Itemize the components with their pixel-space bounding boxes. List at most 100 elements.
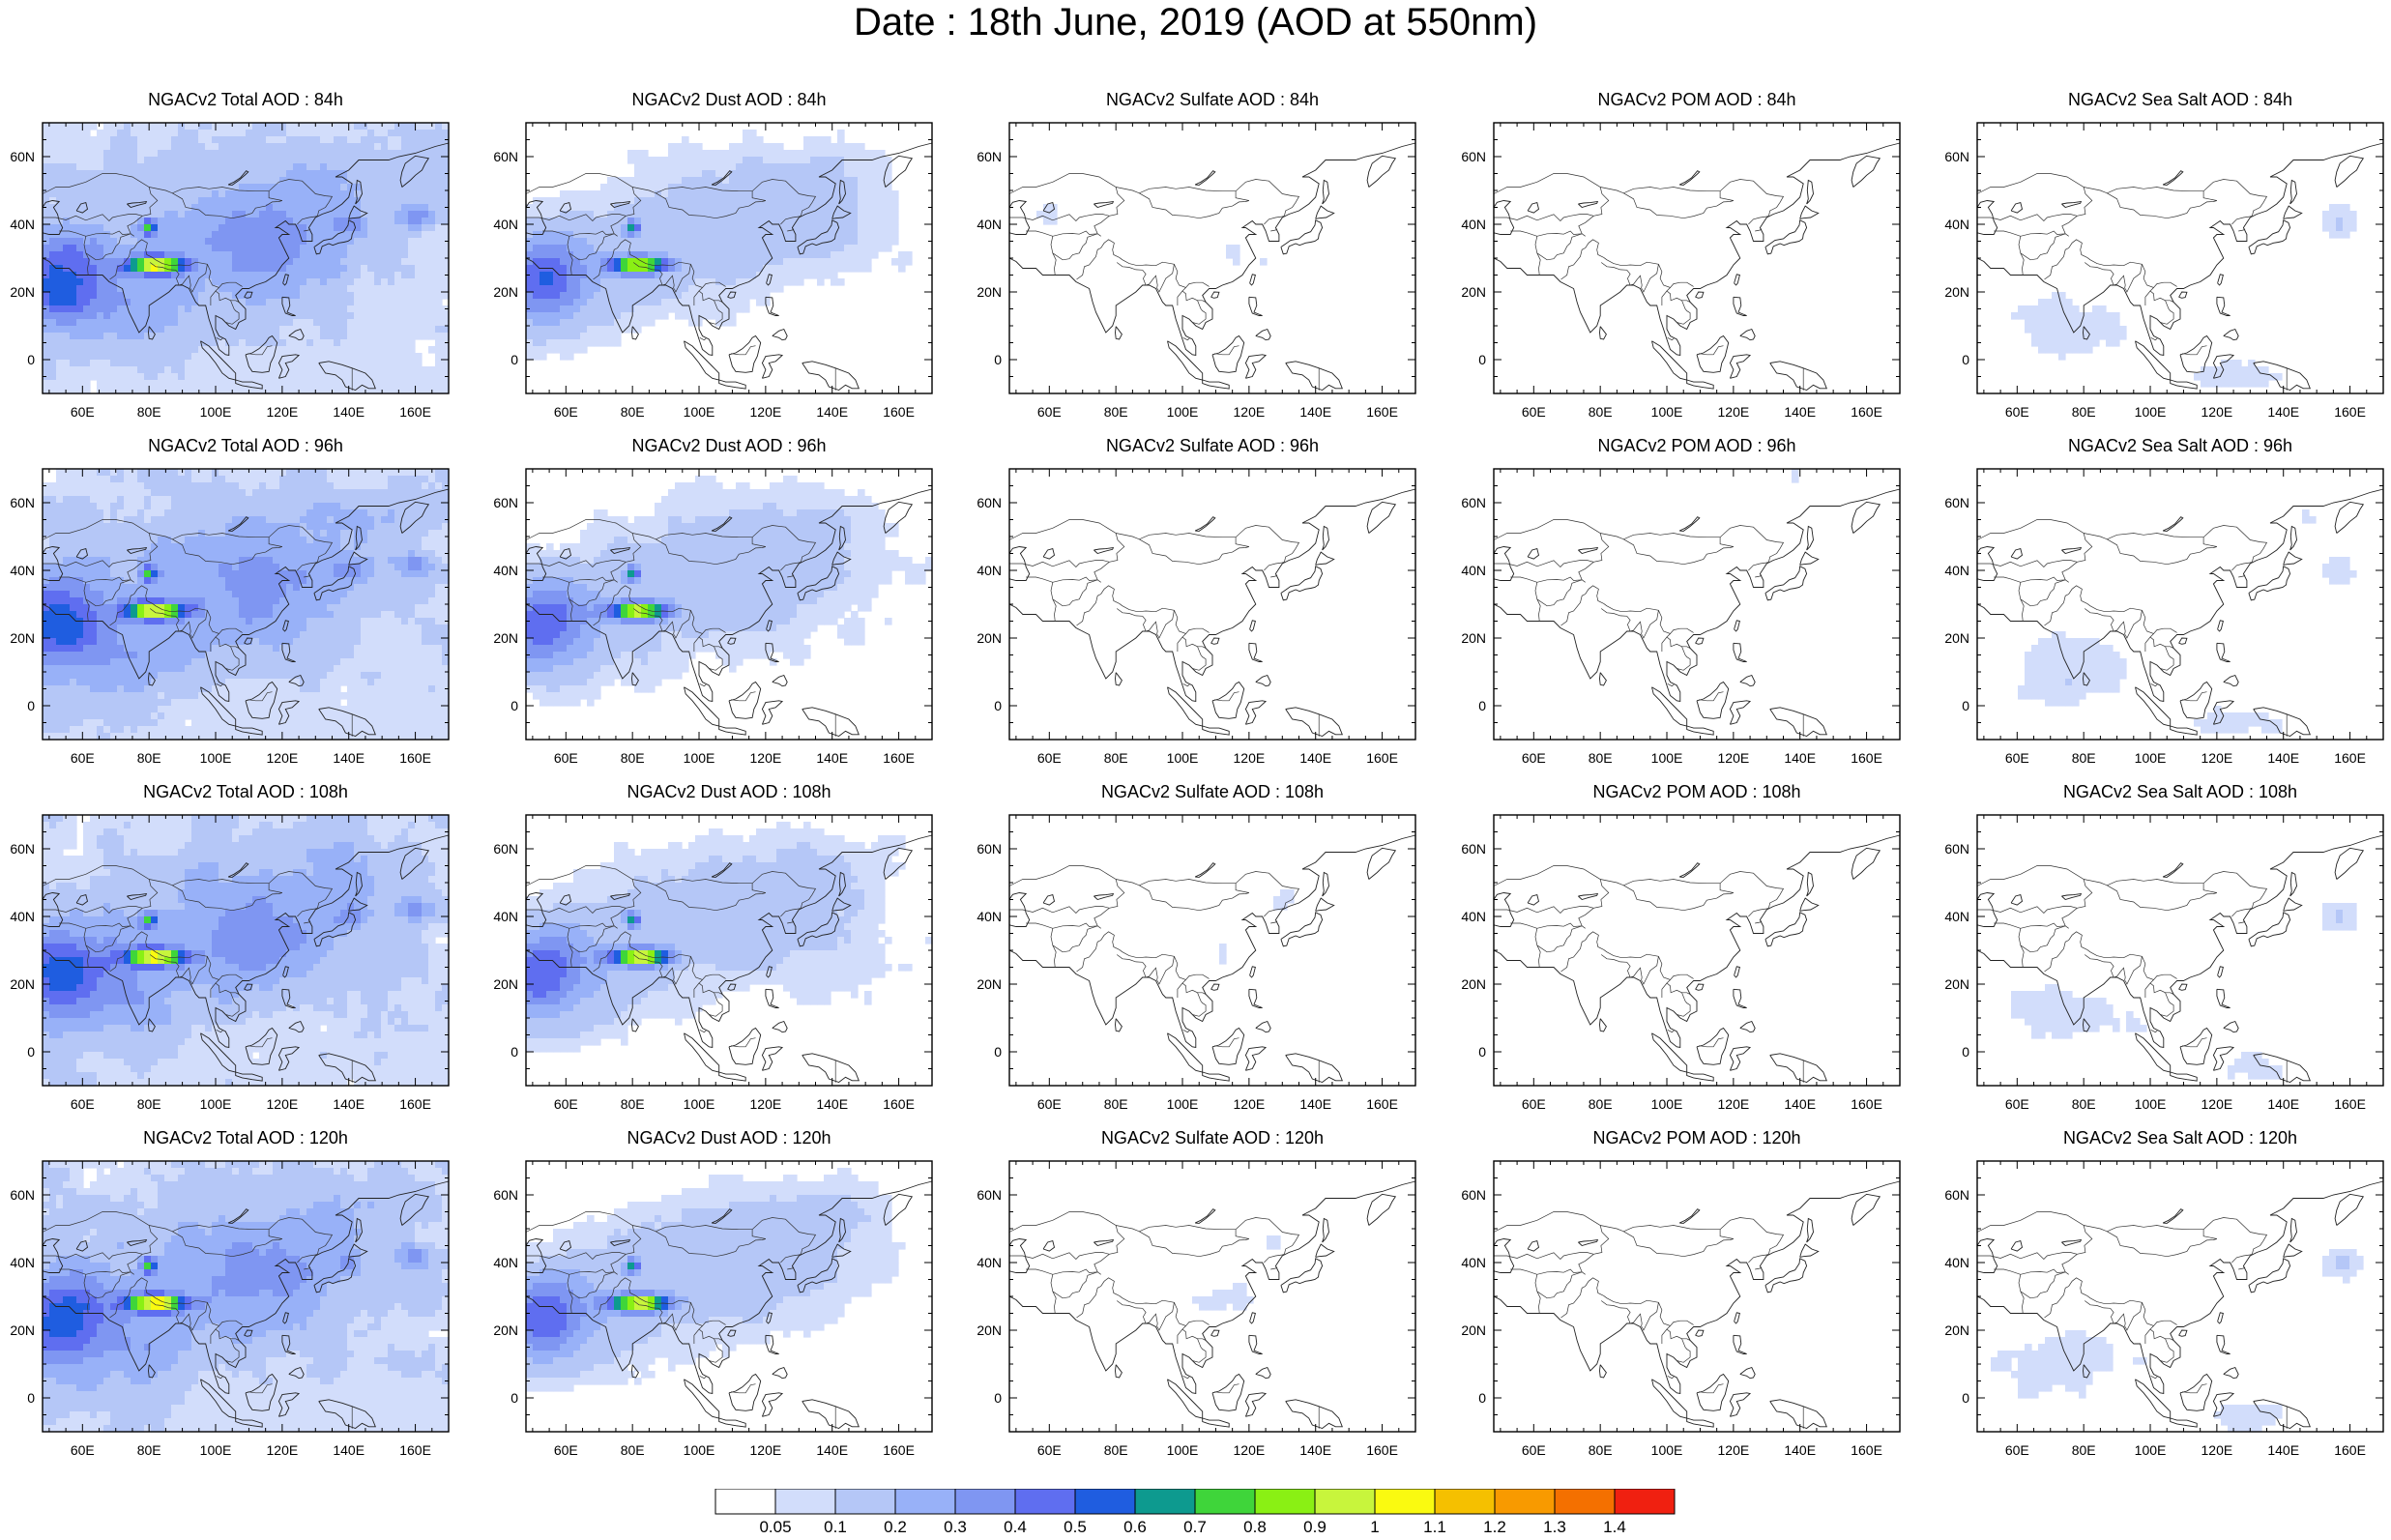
lon-tick-label: 120E [267,404,299,420]
lon-tick-label: 100E [2135,750,2167,766]
lon-tick-label: 80E [1589,1442,1613,1458]
panel-title-dust-120h: NGACv2 Dust AOD : 120h [516,1128,942,1148]
colorbar-swatch [1255,1489,1315,1514]
lon-tick-label: 100E [684,1442,715,1458]
lon-tick-label: 80E [137,404,161,420]
lat-tick-label: 60N [10,495,35,510]
colorbar-label: 0.8 [1243,1518,1267,1535]
lon-tick-label: 140E [1299,750,1331,766]
lat-tick-label: 0 [510,1044,518,1060]
lon-tick-label: 140E [1784,404,1816,420]
country-borders [1494,866,1803,1083]
lat-tick-label: 20N [977,976,1002,992]
country-borders [1009,866,1319,1083]
lon-tick-label: 60E [71,750,95,766]
lon-tick-label: 60E [1522,1442,1546,1458]
lat-tick-label: 20N [977,630,1002,646]
panel-title-seasalt-108h: NGACv2 Sea Salt AOD : 108h [1968,782,2391,801]
lat-tick-label: 60N [1944,495,1969,510]
lat-tick-label: 40N [977,217,1002,232]
lon-tick-label: 140E [2267,750,2299,766]
figure-title: Date : 18th June, 2019 (AOD at 550nm) [0,0,2391,58]
colorbar-label: 0.4 [1004,1518,1027,1535]
lon-tick-label: 80E [2072,404,2096,420]
lat-tick-label: 0 [510,352,518,367]
colorbar-label: 0.5 [1064,1518,1087,1535]
colorbar-label: 0.2 [884,1518,907,1535]
lat-tick-label: 60N [977,1187,1002,1203]
colorbar-label: 0.3 [944,1518,967,1535]
lat-tick-label: 0 [27,352,35,367]
aod-field [2011,204,2357,388]
lon-tick-label: 60E [2005,1096,2029,1112]
lon-tick-label: 140E [333,1442,364,1458]
lat-tick-label: 40N [1461,217,1486,232]
panel-title-total-120h: NGACv2 Total AOD : 120h [33,1128,458,1148]
coastline [1009,835,1415,1083]
lon-tick-label: 160E [2334,750,2366,766]
coastline [1494,143,1900,391]
lon-tick-label: 80E [1589,750,1613,766]
colorbar-label: 0.7 [1183,1518,1207,1535]
lat-tick-label: 0 [994,1044,1002,1060]
lat-tick-label: 40N [1944,217,1969,232]
lat-tick-label: 60N [977,841,1002,857]
lon-tick-label: 60E [554,1096,578,1112]
lat-tick-label: 20N [493,1322,518,1338]
colorbar-swatch [1495,1489,1555,1514]
lon-tick-label: 120E [750,1442,782,1458]
lon-tick-label: 140E [333,404,364,420]
colorbar-label: 1.2 [1483,1518,1506,1535]
lon-tick-label: 140E [2267,1096,2299,1112]
lon-tick-label: 80E [1104,750,1128,766]
panel-title-seasalt-84h: NGACv2 Sea Salt AOD : 84h [1968,90,2391,109]
lat-tick-label: 40N [1944,909,1969,924]
lon-tick-label: 160E [399,1096,431,1112]
colorbar-swatch [775,1489,835,1514]
lon-tick-label: 160E [1851,1096,1882,1112]
country-borders [1494,1212,1803,1429]
lon-tick-label: 80E [621,750,645,766]
lon-tick-label: 140E [1784,750,1816,766]
lat-tick-label: 0 [1478,1390,1486,1406]
colorbar-swatch [1195,1489,1255,1514]
lon-tick-label: 160E [883,1442,915,1458]
lon-tick-label: 60E [554,1442,578,1458]
aod-field [526,822,933,1053]
lat-tick-label: 0 [1962,1390,1969,1406]
lon-tick-label: 140E [1784,1096,1816,1112]
lat-tick-label: 20N [493,284,518,300]
lon-tick-label: 100E [684,1096,715,1112]
colorbar-swatch [1375,1489,1435,1514]
lon-tick-label: 120E [1234,404,1266,420]
lat-tick-label: 60N [10,841,35,857]
lon-tick-label: 160E [399,1442,431,1458]
lon-tick-label: 100E [1651,750,1683,766]
lat-tick-label: 0 [510,698,518,713]
lon-tick-label: 120E [1234,1096,1266,1112]
lon-tick-label: 160E [1366,1442,1398,1458]
lat-tick-label: 60N [1461,841,1486,857]
lat-tick-label: 60N [1944,149,1969,164]
coastline [1009,489,1415,737]
lon-tick-label: 160E [399,404,431,420]
panel-title-pom-84h: NGACv2 POM AOD : 84h [1484,90,1910,109]
lon-tick-label: 60E [1037,750,1062,766]
lon-tick-label: 100E [200,404,232,420]
aod-field [43,1161,450,1433]
lat-tick-label: 60N [1944,841,1969,857]
colorbar-label: 0.6 [1123,1518,1147,1535]
lon-tick-label: 140E [1299,1096,1331,1112]
lon-tick-label: 60E [2005,404,2029,420]
lon-tick-label: 140E [816,1442,848,1458]
lat-tick-label: 0 [1962,698,1969,713]
